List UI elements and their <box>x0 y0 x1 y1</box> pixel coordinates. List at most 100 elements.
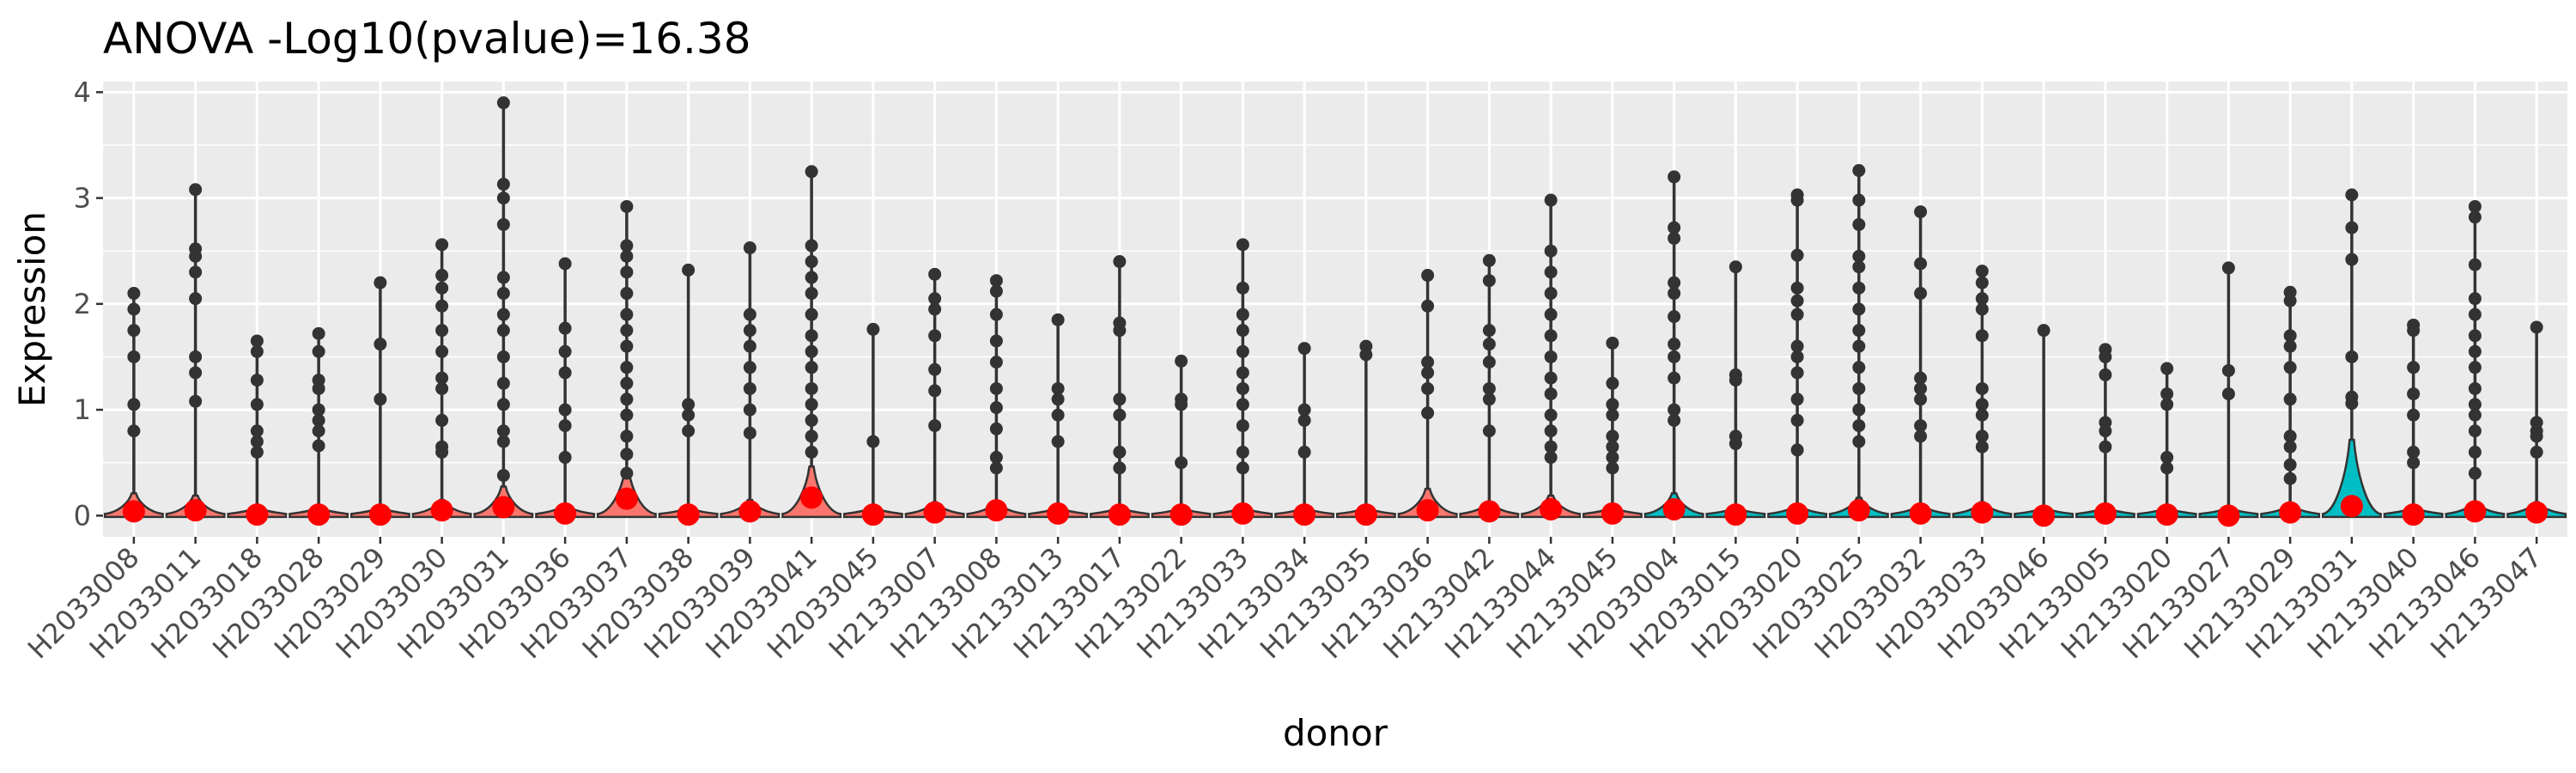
violin-group <box>1335 339 1396 526</box>
data-point <box>496 398 510 411</box>
data-point <box>496 192 510 205</box>
data-point <box>1790 413 1804 427</box>
data-point <box>312 381 325 395</box>
data-point <box>1852 403 1866 417</box>
data-point <box>2345 397 2359 411</box>
data-point <box>805 165 818 179</box>
data-point <box>1236 324 1249 338</box>
data-point <box>496 424 510 438</box>
mean-marker <box>492 496 515 519</box>
data-point <box>250 435 264 448</box>
data-point <box>1975 276 1989 289</box>
mean-marker <box>430 499 453 522</box>
data-point <box>2407 408 2421 422</box>
data-point <box>1668 221 1681 234</box>
data-point <box>1975 408 1989 422</box>
data-point <box>1668 371 1681 385</box>
data-point <box>989 356 1003 369</box>
data-point <box>2468 424 2482 438</box>
violin-group <box>1828 164 1889 522</box>
data-point <box>1606 461 1619 475</box>
violin-group <box>1212 238 1273 525</box>
data-point <box>1728 437 1742 451</box>
data-point <box>682 408 696 422</box>
data-point <box>1175 456 1188 470</box>
data-point <box>1482 324 1496 338</box>
data-point <box>1790 248 1804 262</box>
mean-marker <box>861 503 884 526</box>
data-point <box>805 307 818 321</box>
data-point <box>2283 339 2297 353</box>
data-point <box>189 292 203 306</box>
violin-group <box>2445 199 2506 523</box>
data-point <box>2468 210 2482 224</box>
violin-group <box>720 241 781 523</box>
violin-group <box>103 287 164 523</box>
data-point <box>1975 429 1989 443</box>
data-point <box>928 329 942 343</box>
mean-marker <box>1662 497 1686 520</box>
data-point <box>1544 193 1558 207</box>
data-point <box>496 217 510 231</box>
data-point <box>1544 350 1558 363</box>
data-point <box>928 384 942 398</box>
data-point <box>1914 287 1928 301</box>
data-point <box>1790 366 1804 380</box>
data-point <box>2407 324 2421 338</box>
mean-marker <box>184 499 207 522</box>
data-point <box>189 350 203 363</box>
violin-group <box>165 183 226 522</box>
data-point <box>620 361 634 374</box>
violin-group <box>1459 253 1520 523</box>
mean-marker <box>1786 502 1809 525</box>
data-point <box>620 447 634 461</box>
data-point <box>1852 217 1866 231</box>
data-point <box>2468 445 2482 459</box>
violin-group <box>1274 342 1335 526</box>
data-point <box>1852 324 1866 338</box>
data-point <box>805 329 818 343</box>
data-point <box>558 403 572 417</box>
data-point <box>1975 265 1989 278</box>
mean-marker <box>2093 502 2117 525</box>
data-point <box>620 307 634 321</box>
data-point <box>1482 253 1496 267</box>
data-point <box>189 265 203 279</box>
y-tick-label: 3 <box>74 182 91 215</box>
data-point <box>805 381 818 395</box>
chart-title: ANOVA -Log10(pvalue)=16.38 <box>103 14 751 64</box>
data-point <box>1668 276 1681 289</box>
data-point <box>2468 258 2482 271</box>
data-point <box>1852 339 1866 353</box>
data-point <box>1914 429 1928 443</box>
data-point <box>620 466 634 480</box>
data-point <box>2407 361 2421 374</box>
data-point <box>2037 324 2050 338</box>
data-point <box>1051 381 1065 395</box>
data-point <box>2160 362 2174 375</box>
violin-group <box>1151 354 1212 526</box>
data-point <box>1113 393 1127 406</box>
data-point <box>620 249 634 263</box>
data-point <box>2530 320 2543 334</box>
mean-marker <box>1478 500 1501 523</box>
data-point <box>189 366 203 380</box>
data-point <box>1790 443 1804 457</box>
data-point <box>2221 363 2235 377</box>
data-point <box>312 344 325 358</box>
data-point <box>805 413 818 427</box>
data-point <box>743 403 756 417</box>
data-point <box>682 424 696 438</box>
data-point <box>189 183 203 197</box>
data-point <box>1544 329 1558 343</box>
violin-group <box>2198 261 2259 527</box>
data-point <box>496 96 510 110</box>
data-point <box>250 445 264 459</box>
data-point <box>2283 361 2297 374</box>
mean-marker <box>1416 499 1439 522</box>
data-point <box>2283 440 2297 453</box>
data-point <box>866 435 880 448</box>
data-point <box>496 376 510 390</box>
data-point <box>620 408 634 422</box>
